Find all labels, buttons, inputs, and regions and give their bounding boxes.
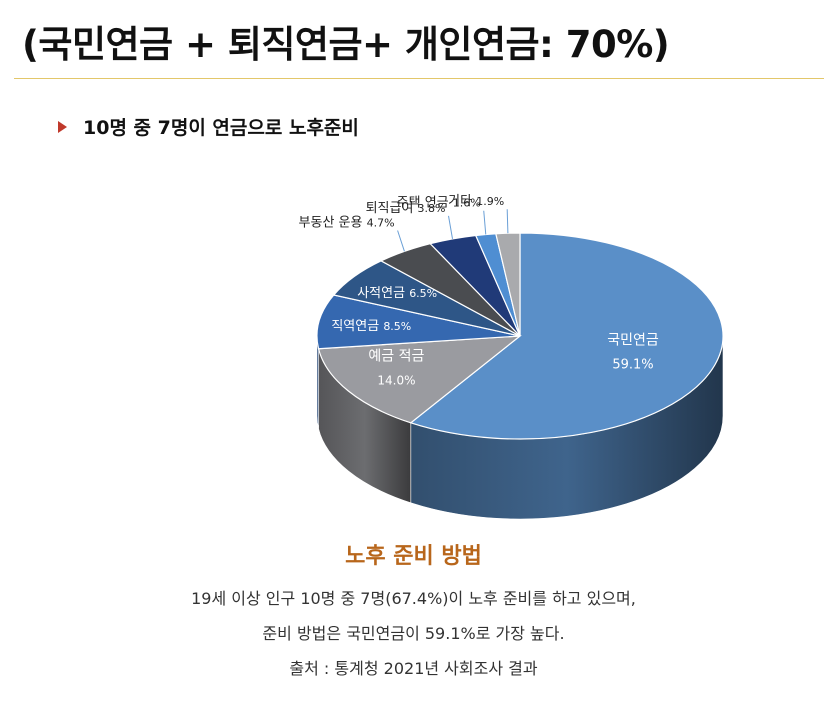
slice-label-주택-연금: 주택 연금 1.6% [397, 196, 481, 211]
slice-value-국민연금: 59.1% [612, 357, 653, 372]
slice-label-기타: 기타 1.9% [448, 194, 504, 209]
leader-line-기타 [506, 209, 509, 234]
slice-value-기타: 1.9% [476, 195, 504, 208]
bullet-text: 10명 중 7명이 연금으로 노후준비 [83, 117, 359, 139]
leader-line-퇴직급여 [448, 215, 453, 239]
page-title: (국민연금 + 퇴직연금+ 개인연금: 70%) [22, 23, 670, 66]
triangle-bullet-icon [58, 120, 67, 133]
slice-label-예금-적금: 예금 적금 [368, 348, 424, 364]
pie-top [316, 232, 724, 440]
pie-slice-예금-적금 [317, 335, 522, 424]
slice-value-직역연금: 8.5% [383, 320, 411, 333]
title-divider [14, 78, 824, 79]
leader-line-부동산-운용 [397, 230, 405, 252]
pie-slice-직역연금 [316, 294, 521, 350]
caption-line-2: 준비 방법은 국민연금이 59.1%로 가장 높다. [262, 624, 565, 643]
caption-title: 노후 준비 방법 [345, 544, 482, 569]
slice-label-퇴직급여: 퇴직급여 3.8% [366, 201, 446, 216]
pie-slice-기타 [495, 232, 521, 337]
pie-slice-국민연금 [409, 232, 724, 440]
bullet-point: 10명 중 7명이 연금으로 노후준비 [58, 113, 359, 140]
slice-value-예금-적금: 14.0% [377, 373, 415, 387]
caption-source: 출처 : 통계청 2021년 사회조사 결과 [289, 659, 538, 678]
caption-line-1: 19세 이상 인구 10명 중 7명(67.4%)이 노후 준비를 하고 있으며… [191, 589, 636, 608]
slice-label-사적연금: 사적연금 6.5% [357, 286, 437, 301]
slice-label-직역연금: 직역연금 8.5% [331, 319, 411, 334]
slice-label-국민연금: 국민연금 [607, 332, 659, 348]
slice-value-부동산-운용: 4.7% [367, 217, 395, 230]
slice-value-주택-연금: 1.6% [453, 197, 481, 210]
leader-line-주택-연금 [483, 210, 487, 235]
slice-value-사적연금: 6.5% [409, 287, 437, 300]
pie-labels: 국민연금 59.1% 예금 적금 14.0% 직역연금 8.5% 사적연금 6.5% 부동산… [299, 194, 659, 387]
slice-label-부동산-운용: 부동산 운용 4.7% [299, 216, 395, 231]
slice-value-퇴직급여: 3.8% [418, 202, 446, 215]
